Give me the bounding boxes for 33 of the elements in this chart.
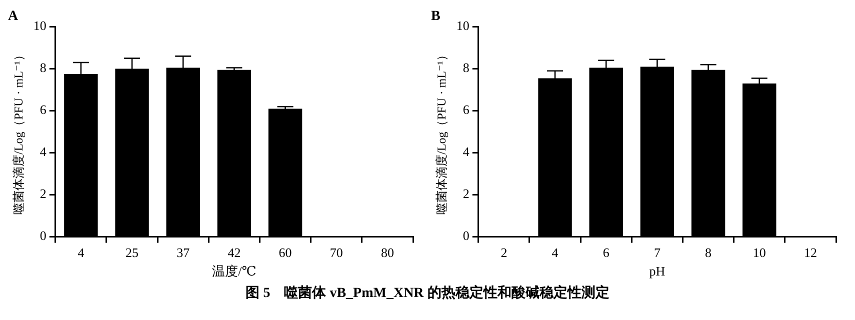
y-tick-label: 6 [462,102,470,118]
x-tick-label: 10 [752,245,766,260]
y-tick-label: 2 [40,186,46,202]
x-tick-label: 4 [552,245,559,260]
y-tick-label: 8 [40,60,46,76]
x-axis-title: 温度/℃ [212,264,256,279]
x-tick-label: 70 [330,245,343,260]
x-tick-label: 37 [176,245,190,260]
x-tick-label: 12 [804,245,817,260]
x-axis-title: pH [649,264,666,279]
y-tick-label: 4 [462,144,470,160]
y-tick-label: 10 [33,18,46,34]
x-tick-label: 4 [78,245,85,260]
y-tick-label: 0 [462,228,470,244]
y-axis-title: 噬菌体滴度/Log（PFU · mL⁻¹） [434,49,448,214]
x-tick-label: 2 [500,245,508,260]
x-tick-label: 42 [228,245,241,260]
caption: 图 5 噬菌体 vB_PmM_XNR 的热稳定性和酸碱稳定性测定 [244,284,610,302]
chart-title: A [8,9,19,24]
chart-title: B [431,9,440,24]
x-tick-label: 25 [126,245,139,260]
y-tick-label: 0 [40,228,46,244]
y-tick-label: 10 [456,18,470,34]
x-tick-label: 8 [705,245,712,260]
x-tick-label: 6 [602,245,610,260]
y-tick-label: 8 [462,60,470,76]
x-tick-label: 60 [278,245,292,260]
y-tick-label: 6 [40,102,47,118]
y-tick-label: 4 [40,144,47,160]
y-axis-title: 噬菌体滴度/Log（PFU · mL⁻¹） [11,49,26,214]
x-tick-label: 7 [654,245,661,260]
y-tick-label: 2 [462,186,470,202]
x-tick-label: 80 [380,245,394,260]
